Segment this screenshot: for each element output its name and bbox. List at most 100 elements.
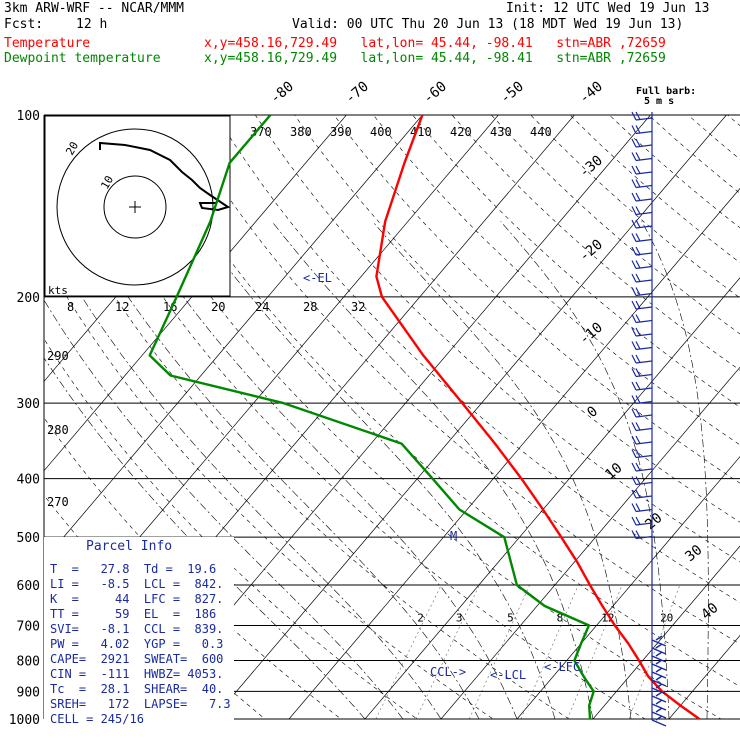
level-annotation: <-LFC [544,660,580,674]
parcel-info-row: SVI= -8.1 CCL = 839. [50,622,224,636]
wind-barb [631,449,653,459]
dry-adiabat [451,115,740,371]
mixing-ratio-label: 2 [417,611,424,624]
wind-barb [651,691,667,703]
wind-barb [631,368,653,378]
pressure-label: 300 [17,397,40,412]
pressure-label: 400 [17,473,40,488]
dry-adiabat [215,115,740,603]
wind-barb [631,516,653,526]
dry-adiabat [491,115,740,335]
full-barb-label: Full barb: [636,86,696,97]
wind-barb [631,219,653,229]
speed-scale-label: 8 [67,300,74,314]
isotherm-label: -30 [576,153,606,182]
isotherm-label: 0 [584,403,601,421]
isotherm [212,115,727,719]
parcel-info-row: T = 27.8 Td = 19.6 [50,562,217,576]
dry-adiabat [727,115,740,126]
parcel-info-row: CELL = 245/16 [50,712,144,726]
wind-barb [631,408,653,418]
isotherm [592,545,740,719]
mixing-ratio-line [628,584,681,719]
temperature-profile [375,115,701,719]
isotherm-label: 10 [602,460,625,483]
wind-barb [651,651,667,663]
dry-adiabat-label: 290 [47,349,69,363]
wind-barb [631,395,653,405]
forecast-hour: 12 h [76,17,108,32]
wind-barb [651,699,667,711]
isotherm-label: -20 [576,237,606,266]
speed-scale-label: 12 [115,300,129,314]
wind-barb [631,192,653,202]
dry-adiabat [137,115,740,687]
moist-adiabat [44,232,442,719]
wind-barb [631,489,653,499]
wind-barb [631,273,653,283]
parcel-info-row: LI = -8.5 LCL = 842. [50,577,224,591]
valid-time: Valid: 00 UTC Thu 20 Jun 13 (18 MDT Wed … [292,17,684,32]
parcel-info-panel: Parcel Info T = 27.8 Td = 19.6 LI = -8.5… [44,537,234,726]
moist-adiabat [131,221,518,719]
speed-scale-label: 32 [351,300,365,314]
moist-adiabat [44,357,366,719]
wind-barb [651,667,667,679]
dry-adiabat [609,115,740,229]
dry-adiabat [412,115,740,408]
theta-e-label: 430 [490,125,512,139]
dry-adiabat [373,115,740,446]
temperature-legend: Temperature [4,36,91,51]
isotherm-label: 30 [682,542,705,565]
parcel-info-row: TT = 59 EL = 186 [50,607,217,621]
wind-barb [631,206,653,216]
dry-adiabat-label: 280 [47,423,69,437]
theta-e-label: 420 [450,125,472,139]
dry-adiabat [176,115,740,645]
pressure-label: 700 [17,619,40,634]
theta-e-label: 370 [250,125,272,139]
dry-adiabat [333,115,740,484]
pressure-label: 1000 [9,713,40,728]
wind-barb [631,503,653,513]
wind-barb [631,179,653,189]
wind-barb [651,715,667,727]
level-annotation: CCL-> [430,665,466,679]
mixing-ratio-line [415,584,480,719]
theta-e-label: 380 [290,125,312,139]
dry-adiabat [294,115,740,523]
mixing-ratio-label: 3 [456,611,463,624]
theta-e-label: 440 [530,125,552,139]
pressure-label: 100 [17,109,40,124]
wind-barb [631,152,653,162]
wind-barb [631,260,653,270]
wind-barb [631,381,653,391]
max-marker: M [450,529,457,543]
hodograph-ring [56,128,214,286]
moist-adiabat [44,299,404,719]
moist-adiabat [372,221,632,719]
speed-scale-label: 24 [255,300,269,314]
isotherm [440,366,740,719]
moist-adiabat [271,221,594,719]
dry-adiabat [255,115,740,563]
theta-e-label: 400 [370,125,392,139]
isotherm-label: -80 [267,79,297,108]
wind-barb [631,435,653,445]
parcel-info-row: CIN = -111 HWBZ= 4053. [50,667,224,681]
wind-barb [631,125,653,135]
parcel-info-row: PW = 4.02 YGP = 0.3 [50,637,224,651]
isotherm-label: -50 [497,79,527,108]
wind-barb [651,675,667,687]
wind-barb [631,314,653,324]
wind-barb [631,111,653,121]
isotherm-label: -60 [420,79,450,108]
parcel-info-row: K = 44 LFC = 827. [50,592,224,606]
theta-e-label: 390 [330,125,352,139]
hodograph-box [44,115,231,297]
hodograph-ring-label: 10 [98,174,116,192]
isotherm-label: -40 [576,79,606,108]
isotherm [364,277,740,719]
speed-scale-label: 20 [211,300,225,314]
moist-adiabat [500,221,670,719]
